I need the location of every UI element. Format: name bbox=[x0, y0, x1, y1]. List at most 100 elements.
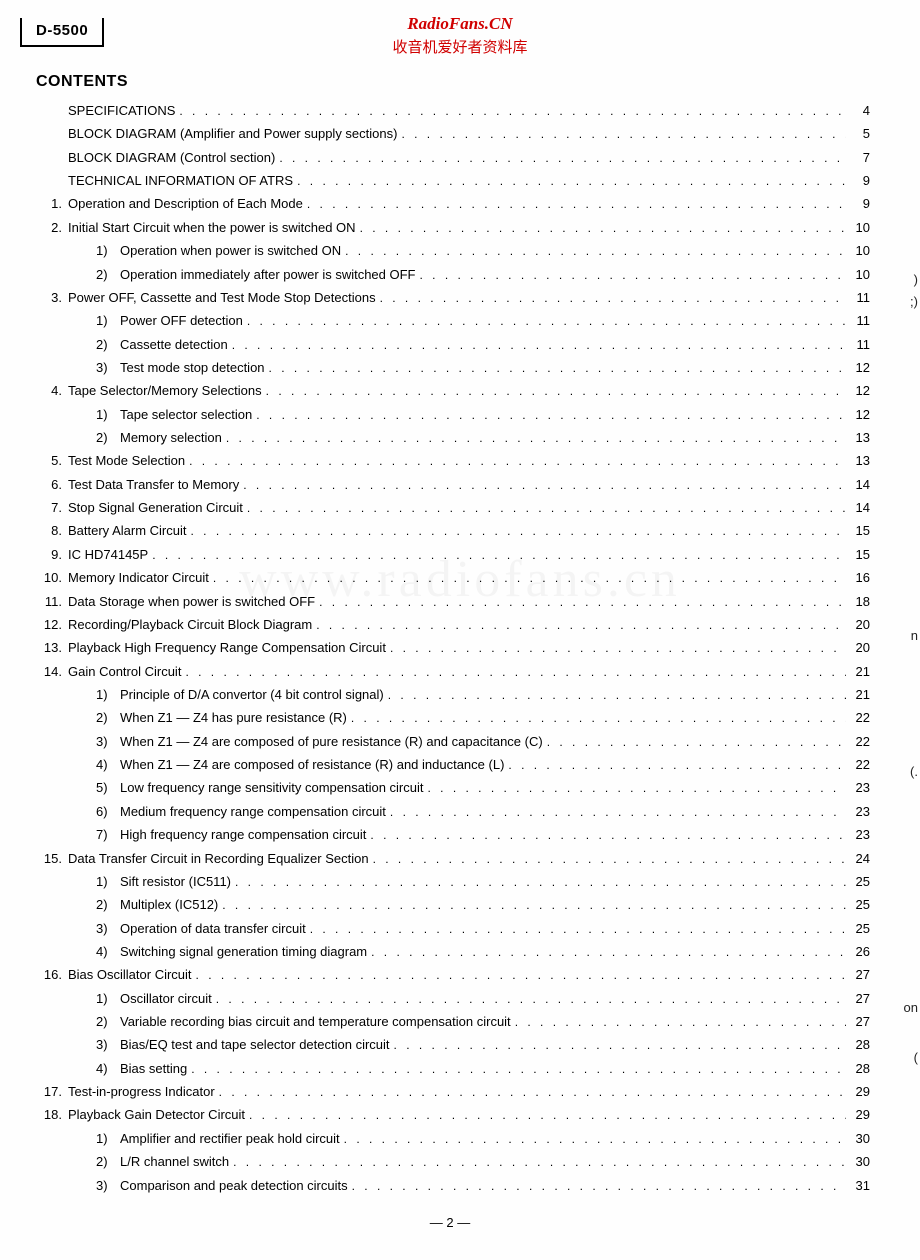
toc-entry: 2)Operation immediately after power is s… bbox=[40, 263, 870, 286]
toc-number: 9. bbox=[40, 543, 68, 566]
toc-page-number: 14 bbox=[846, 473, 870, 496]
toc-page-number: 20 bbox=[846, 636, 870, 659]
toc-entry: 2)Memory selection13 bbox=[40, 426, 870, 449]
toc-leader-dots bbox=[232, 335, 846, 356]
toc-entry: 11.Data Storage when power is switched O… bbox=[40, 590, 870, 613]
toc-subnumber: 2) bbox=[96, 1010, 120, 1033]
toc-entry: 13.Playback High Frequency Range Compens… bbox=[40, 636, 870, 659]
toc-subnumber: 3) bbox=[96, 356, 120, 379]
toc-page-number: 22 bbox=[846, 730, 870, 753]
toc-leader-dots bbox=[213, 568, 846, 589]
toc-subnumber: 2) bbox=[96, 893, 120, 916]
toc-page-number: 9 bbox=[846, 192, 870, 215]
model-text: D-5500 bbox=[36, 22, 88, 39]
scan-artifact: ( bbox=[914, 1050, 918, 1065]
toc-entry: 6.Test Data Transfer to Memory14 bbox=[40, 473, 870, 496]
toc-label: TECHNICAL INFORMATION OF ATRS bbox=[68, 169, 297, 192]
toc-leader-dots bbox=[297, 171, 846, 192]
toc-label: When Z1 — Z4 are composed of resistance … bbox=[120, 753, 508, 776]
toc-subnumber: 6) bbox=[96, 800, 120, 823]
toc-page-number: 5 bbox=[846, 122, 870, 145]
toc-label: Tape selector selection bbox=[120, 403, 256, 426]
toc-leader-dots bbox=[316, 615, 846, 636]
toc-number: 6. bbox=[40, 473, 68, 496]
toc-label: SPECIFICATIONS bbox=[68, 99, 179, 122]
toc-page-number: 11 bbox=[846, 309, 870, 332]
toc-leader-dots bbox=[216, 989, 846, 1010]
toc-entry: 1)Oscillator circuit 27 bbox=[40, 987, 870, 1010]
toc-number: 1. bbox=[40, 192, 68, 215]
toc-page-number: 10 bbox=[846, 216, 870, 239]
toc-leader-dots bbox=[547, 732, 846, 753]
toc-leader-dots bbox=[189, 451, 846, 472]
toc-subnumber: 2) bbox=[96, 706, 120, 729]
toc-entry: 18.Playback Gain Detector Circuit29 bbox=[40, 1103, 870, 1126]
toc-entry: 1)Operation when power is switched ON10 bbox=[40, 239, 870, 262]
toc-leader-dots bbox=[310, 919, 846, 940]
toc-subnumber: 2) bbox=[96, 426, 120, 449]
toc-leader-dots bbox=[279, 148, 846, 169]
scan-artifact: ) bbox=[914, 272, 918, 287]
toc-label: Memory selection bbox=[120, 426, 226, 449]
toc-entry: 1)Sift resistor (IC511)25 bbox=[40, 870, 870, 893]
toc-label: Oscillator circuit bbox=[120, 987, 216, 1010]
toc-subnumber: 2) bbox=[96, 263, 120, 286]
toc-leader-dots bbox=[152, 545, 846, 566]
toc-label: Data Storage when power is switched OFF bbox=[68, 590, 319, 613]
toc-label: IC HD74145P bbox=[68, 543, 152, 566]
toc-page-number: 27 bbox=[846, 987, 870, 1010]
toc-entry: 8.Battery Alarm Circuit15 bbox=[40, 519, 870, 542]
scan-artifact: n bbox=[911, 628, 918, 643]
toc-entry: 10.Memory Indicator Circuit16 bbox=[40, 566, 870, 589]
toc-label: Bias Oscillator Circuit bbox=[68, 963, 196, 986]
toc-page-number: 29 bbox=[846, 1080, 870, 1103]
toc-page-number: 11 bbox=[846, 286, 870, 309]
table-of-contents: SPECIFICATIONS 4 BLOCK DIAGRAM (Amplifier … bbox=[40, 99, 870, 1197]
toc-label: Sift resistor (IC511) bbox=[120, 870, 235, 893]
toc-label: Stop Signal Generation Circuit bbox=[68, 496, 247, 519]
toc-page-number: 12 bbox=[846, 403, 870, 426]
toc-label: Bias setting bbox=[120, 1057, 191, 1080]
toc-leader-dots bbox=[179, 101, 846, 122]
toc-entry: 2)L/R channel switch30 bbox=[40, 1150, 870, 1173]
toc-entry: 3)Bias/EQ test and tape selector detecti… bbox=[40, 1033, 870, 1056]
toc-number: 5. bbox=[40, 449, 68, 472]
toc-leader-dots bbox=[196, 965, 846, 986]
toc-subnumber: 3) bbox=[96, 730, 120, 753]
toc-page-number: 23 bbox=[846, 776, 870, 799]
toc-label: Tape Selector/Memory Selections bbox=[68, 379, 266, 402]
toc-leader-dots bbox=[351, 708, 846, 729]
toc-entry: 7.Stop Signal Generation Circuit14 bbox=[40, 496, 870, 519]
toc-label: BLOCK DIAGRAM (Amplifier and Power suppl… bbox=[68, 122, 401, 145]
toc-number: 17. bbox=[40, 1080, 68, 1103]
toc-label: Low frequency range sensitivity compensa… bbox=[120, 776, 427, 799]
toc-entry: 1)Principle of D/A convertor (4 bit cont… bbox=[40, 683, 870, 706]
model-label: D-5500 bbox=[20, 18, 104, 47]
toc-entry: 6)Medium frequency range compensation ci… bbox=[40, 800, 870, 823]
scan-artifact: on bbox=[904, 1000, 918, 1015]
toc-subnumber: 1) bbox=[96, 987, 120, 1010]
toc-leader-dots bbox=[256, 405, 846, 426]
toc-subnumber: 3) bbox=[96, 1033, 120, 1056]
toc-leader-dots bbox=[247, 498, 846, 519]
toc-page-number: 27 bbox=[846, 1010, 870, 1033]
toc-entry: 3)Test mode stop detection12 bbox=[40, 356, 870, 379]
toc-label: Operation when power is switched ON bbox=[120, 239, 345, 262]
toc-label: Medium frequency range compensation circ… bbox=[120, 800, 390, 823]
toc-page-number: 7 bbox=[846, 146, 870, 169]
toc-leader-dots bbox=[508, 755, 846, 776]
toc-label: Test-in-progress Indicator bbox=[68, 1080, 219, 1103]
toc-page-number: 10 bbox=[846, 239, 870, 262]
toc-label: Data Transfer Circuit in Recording Equal… bbox=[68, 847, 373, 870]
toc-page-number: 30 bbox=[846, 1127, 870, 1150]
toc-page-number: 15 bbox=[846, 519, 870, 542]
toc-label: High frequency range compensation circui… bbox=[120, 823, 370, 846]
toc-page-number: 12 bbox=[846, 379, 870, 402]
toc-page-number: 4 bbox=[846, 99, 870, 122]
toc-entry: TECHNICAL INFORMATION OF ATRS9 bbox=[40, 169, 870, 192]
toc-page-number: 16 bbox=[846, 566, 870, 589]
toc-page-number: 28 bbox=[846, 1057, 870, 1080]
toc-subnumber: 1) bbox=[96, 403, 120, 426]
toc-page-number: 26 bbox=[846, 940, 870, 963]
toc-subnumber: 1) bbox=[96, 309, 120, 332]
